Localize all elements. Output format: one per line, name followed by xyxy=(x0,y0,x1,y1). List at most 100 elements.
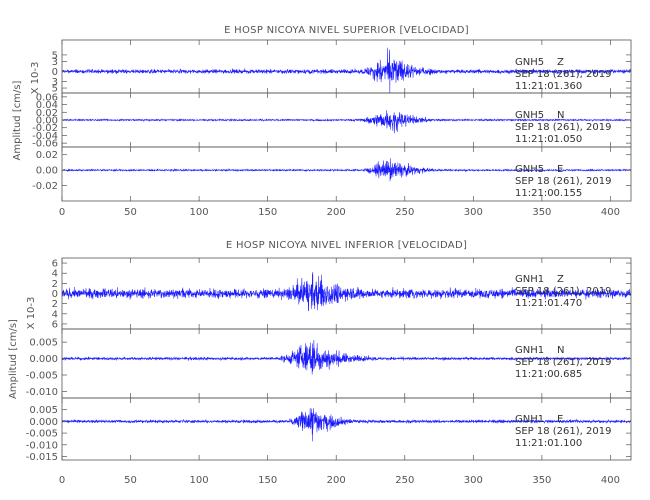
component-code: N xyxy=(557,110,564,121)
y-tick-label: 6 xyxy=(52,319,58,330)
waveform-gnh1-z xyxy=(61,272,632,312)
x-tick-label: 200 xyxy=(327,475,346,486)
component-code: Z xyxy=(557,57,564,68)
waveform-gnh5-n xyxy=(61,110,632,134)
x-tick-label: 150 xyxy=(258,475,277,486)
chart-inferior: E HOSP NICOYA NIVEL INFERIOR [VELOCIDAD]… xyxy=(8,240,632,486)
x-tick-label: 350 xyxy=(532,475,551,486)
x-tick-label: 300 xyxy=(464,475,483,486)
y-tick-label: -0.04 xyxy=(32,131,58,142)
y-tick-label: -0.010 xyxy=(26,440,58,451)
y-tick-label: -0.005 xyxy=(26,429,58,440)
x-tick-label: 200 xyxy=(327,207,346,218)
y-tick-label: -0.015 xyxy=(26,452,58,463)
component-code: Z xyxy=(557,274,564,285)
station-label: GNH1 N xyxy=(515,345,564,356)
x-tick-label: 0 xyxy=(59,207,65,218)
record-time: 11:21:00.685 xyxy=(515,369,582,380)
x-tick-label: 400 xyxy=(601,475,620,486)
station-label: GNH1 E xyxy=(515,414,563,425)
y-tick-label: 0.005 xyxy=(29,338,58,349)
y-scale-multiplier: X 10-3 xyxy=(26,297,37,330)
y-tick-label: 4 xyxy=(52,269,58,280)
x-tick-label: 400 xyxy=(601,207,620,218)
x-tick-label: 0 xyxy=(59,475,65,486)
component-code: E xyxy=(557,164,563,175)
y-tick-label: 4 xyxy=(52,309,58,320)
record-date: SEP 18 (261), 2019 xyxy=(515,357,611,368)
y-tick-label: -0.02 xyxy=(32,123,58,134)
y-tick-label: 5 xyxy=(52,50,58,61)
x-tick-label: 250 xyxy=(395,207,414,218)
x-tick-label: 100 xyxy=(190,207,209,218)
y-scale-multiplier: X 10-3 xyxy=(30,62,41,95)
record-time: 11:21:00.155 xyxy=(515,188,582,199)
station-code: GNH1 xyxy=(515,345,544,356)
waveform-gnh1-n xyxy=(61,340,632,375)
record-date: SEP 18 (261), 2019 xyxy=(515,69,611,80)
record-time: 11:21:01.360 xyxy=(515,81,582,92)
x-tick-label: 150 xyxy=(258,207,277,218)
component-code: N xyxy=(557,345,564,356)
station-code: GNH1 xyxy=(515,414,544,425)
record-time: 11:21:01.050 xyxy=(515,134,582,145)
y-tick-label: 3 xyxy=(52,77,58,88)
waveform-gnh5-z xyxy=(61,47,632,94)
record-time: 11:21:01.470 xyxy=(515,298,582,309)
x-tick-label: 100 xyxy=(190,475,209,486)
y-tick-label: 0.005 xyxy=(29,405,58,416)
y-tick-label: -0.02 xyxy=(32,181,58,192)
y-tick-label: 3 xyxy=(52,57,58,68)
x-tick-label: 300 xyxy=(464,207,483,218)
y-tick-label: 5 xyxy=(52,84,58,95)
y-tick-label: 0 xyxy=(52,67,58,78)
waveform-gnh1-e xyxy=(61,408,632,442)
station-label: GNH5 N xyxy=(515,110,564,121)
y-axis-label: Amplitud [cm/s] xyxy=(12,80,23,160)
station-code: GNH5 xyxy=(515,57,544,68)
component-code: E xyxy=(557,414,563,425)
y-tick-label: 6 xyxy=(52,259,58,270)
y-tick-label: 0.000 xyxy=(29,354,58,365)
y-tick-label: 2 xyxy=(52,279,58,290)
station-label: GNH5 E xyxy=(515,164,563,175)
y-tick-label: 0.06 xyxy=(36,92,58,103)
station-code: GNH1 xyxy=(515,274,544,285)
station-label: GNH5 Z xyxy=(515,57,564,68)
y-tick-label: 0.000 xyxy=(29,417,58,428)
record-time: 11:21:01.100 xyxy=(515,438,582,449)
y-tick-label: 0 xyxy=(52,289,58,300)
record-date: SEP 18 (261), 2019 xyxy=(515,286,611,297)
record-date: SEP 18 (261), 2019 xyxy=(515,426,611,437)
chart-title: E HOSP NICOYA NIVEL INFERIOR [VELOCIDAD] xyxy=(226,240,467,251)
trace-panel-n: -0.06-0.04-0.020.000.020.040.06 GNH5 NSEP … xyxy=(32,92,632,150)
y-tick-label: 0.00 xyxy=(36,116,58,127)
waveform-gnh5-e xyxy=(61,158,632,182)
y-tick-label: 0.00 xyxy=(36,166,58,177)
panel-frame xyxy=(61,397,632,461)
panel-frame xyxy=(61,146,632,202)
station-label: GNH1 Z xyxy=(515,274,564,285)
x-tick-label: 350 xyxy=(532,207,551,218)
x-tick-label: 50 xyxy=(124,475,137,486)
y-tick-label: 2 xyxy=(52,299,58,310)
record-date: SEP 18 (261), 2019 xyxy=(515,176,611,187)
chart-title: E HOSP NICOYA NIVEL SUPERIOR [VELOCIDAD] xyxy=(224,25,469,36)
y-tick-label: -0.005 xyxy=(26,371,58,382)
y-tick-label: 0.02 xyxy=(36,150,58,161)
station-code: GNH5 xyxy=(515,110,544,121)
station-code: GNH5 xyxy=(515,164,544,175)
x-tick-label: 250 xyxy=(395,475,414,486)
x-tick-label: 50 xyxy=(124,207,137,218)
y-tick-label: -0.010 xyxy=(26,387,58,398)
record-date: SEP 18 (261), 2019 xyxy=(515,122,611,133)
y-tick-label: -0.06 xyxy=(32,139,58,150)
y-axis-label: Amplitud [cm/s] xyxy=(8,319,19,399)
y-tick-label: 0.02 xyxy=(36,108,58,119)
